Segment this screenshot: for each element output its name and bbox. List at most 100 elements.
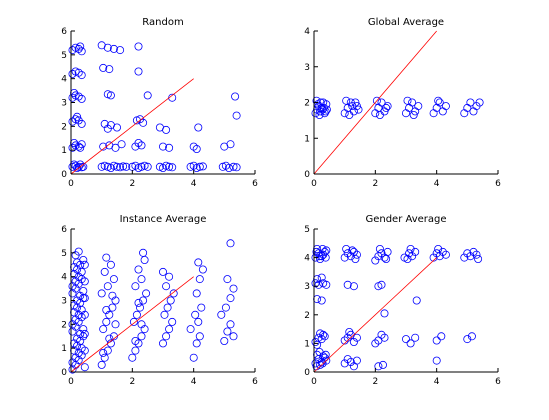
x-tick-label: 4 [191, 377, 197, 387]
data-point [142, 289, 151, 298]
data-point [97, 360, 106, 369]
data-point [380, 309, 389, 318]
data-point [226, 239, 235, 248]
y-tick-label: 6 [61, 27, 67, 37]
data-point [315, 252, 324, 261]
data-point [437, 332, 446, 341]
data-point [135, 303, 144, 312]
data-point [346, 252, 355, 261]
data-point [168, 163, 177, 172]
data-point [76, 42, 85, 51]
data-point [316, 360, 325, 369]
data-point [74, 68, 83, 77]
data-point [102, 317, 111, 326]
reference-line [313, 30, 437, 175]
data-point [195, 162, 204, 171]
subplot-gender-average: Gender Average 0 2 4 6 0 1 2 3 4 5 [304, 214, 501, 387]
data-point [432, 356, 441, 365]
data-point [132, 310, 141, 319]
data-point [401, 335, 410, 344]
data-point [129, 317, 138, 326]
y-tick-label: 0 [61, 368, 67, 378]
data-point [371, 256, 380, 265]
data-point [352, 250, 361, 259]
data-point [99, 63, 108, 72]
x-tick-label: 2 [129, 179, 135, 189]
data-point [74, 272, 83, 281]
data-point [134, 265, 143, 274]
data-point [378, 360, 387, 369]
data-point [463, 249, 472, 258]
data-point [377, 249, 386, 258]
plot-area [314, 229, 498, 372]
data-point [432, 336, 441, 345]
data-point [194, 258, 203, 267]
data-point [221, 303, 230, 312]
data-point [463, 335, 472, 344]
data-point [131, 336, 140, 345]
data-point [111, 143, 120, 152]
y-tick-label: 5 [61, 249, 67, 259]
data-point [226, 140, 235, 149]
x-tick-label: 0 [68, 377, 74, 387]
x-tick-label: 4 [434, 377, 440, 387]
data-point [137, 320, 146, 329]
data-point [77, 140, 86, 149]
data-point [122, 162, 131, 171]
data-point [137, 275, 146, 284]
subplot-title: Global Average [368, 17, 444, 28]
data-point [340, 253, 349, 262]
data-point [348, 246, 357, 255]
x-tick-label: 4 [191, 179, 197, 189]
data-point [319, 250, 328, 259]
data-point [109, 44, 118, 53]
data-point [158, 142, 167, 151]
data-point [377, 330, 386, 339]
data-point [351, 98, 360, 107]
data-point [403, 254, 412, 263]
y-tick-label: 2 [304, 311, 310, 321]
data-point [223, 327, 232, 336]
data-point [80, 363, 89, 372]
x-tick-label: 2 [372, 179, 378, 189]
data-point [232, 163, 241, 172]
data-point [321, 350, 330, 359]
subplot-title: Gender Average [365, 214, 446, 225]
data-point [475, 98, 484, 107]
data-point [229, 284, 238, 293]
y-tick-label: 5 [304, 225, 310, 235]
data-point [429, 253, 438, 262]
y-tick-label: 1 [61, 344, 67, 354]
data-point [198, 265, 207, 274]
data-point [409, 111, 418, 120]
data-point [342, 244, 351, 253]
data-point [80, 260, 89, 269]
y-tick-label: 0 [61, 170, 67, 180]
data-point [74, 310, 83, 319]
data-point [435, 98, 444, 107]
data-point [311, 109, 320, 118]
data-point [103, 282, 112, 291]
data-point [226, 294, 235, 303]
data-point [377, 98, 386, 107]
data-point [322, 105, 331, 114]
data-point [99, 325, 108, 334]
data-point [349, 282, 358, 291]
data-point [80, 329, 89, 338]
data-point [143, 91, 152, 100]
data-point [194, 317, 203, 326]
data-point [103, 43, 112, 52]
data-point [317, 335, 326, 344]
data-point [139, 296, 148, 305]
data-point [311, 253, 320, 262]
data-point [354, 105, 363, 114]
data-point [460, 253, 469, 262]
data-point [143, 162, 152, 171]
data-point [340, 359, 349, 368]
data-point [103, 124, 112, 133]
data-point [406, 339, 415, 348]
data-point [134, 42, 143, 51]
data-point [412, 296, 421, 305]
data-point [195, 332, 204, 341]
data-point [80, 294, 89, 303]
